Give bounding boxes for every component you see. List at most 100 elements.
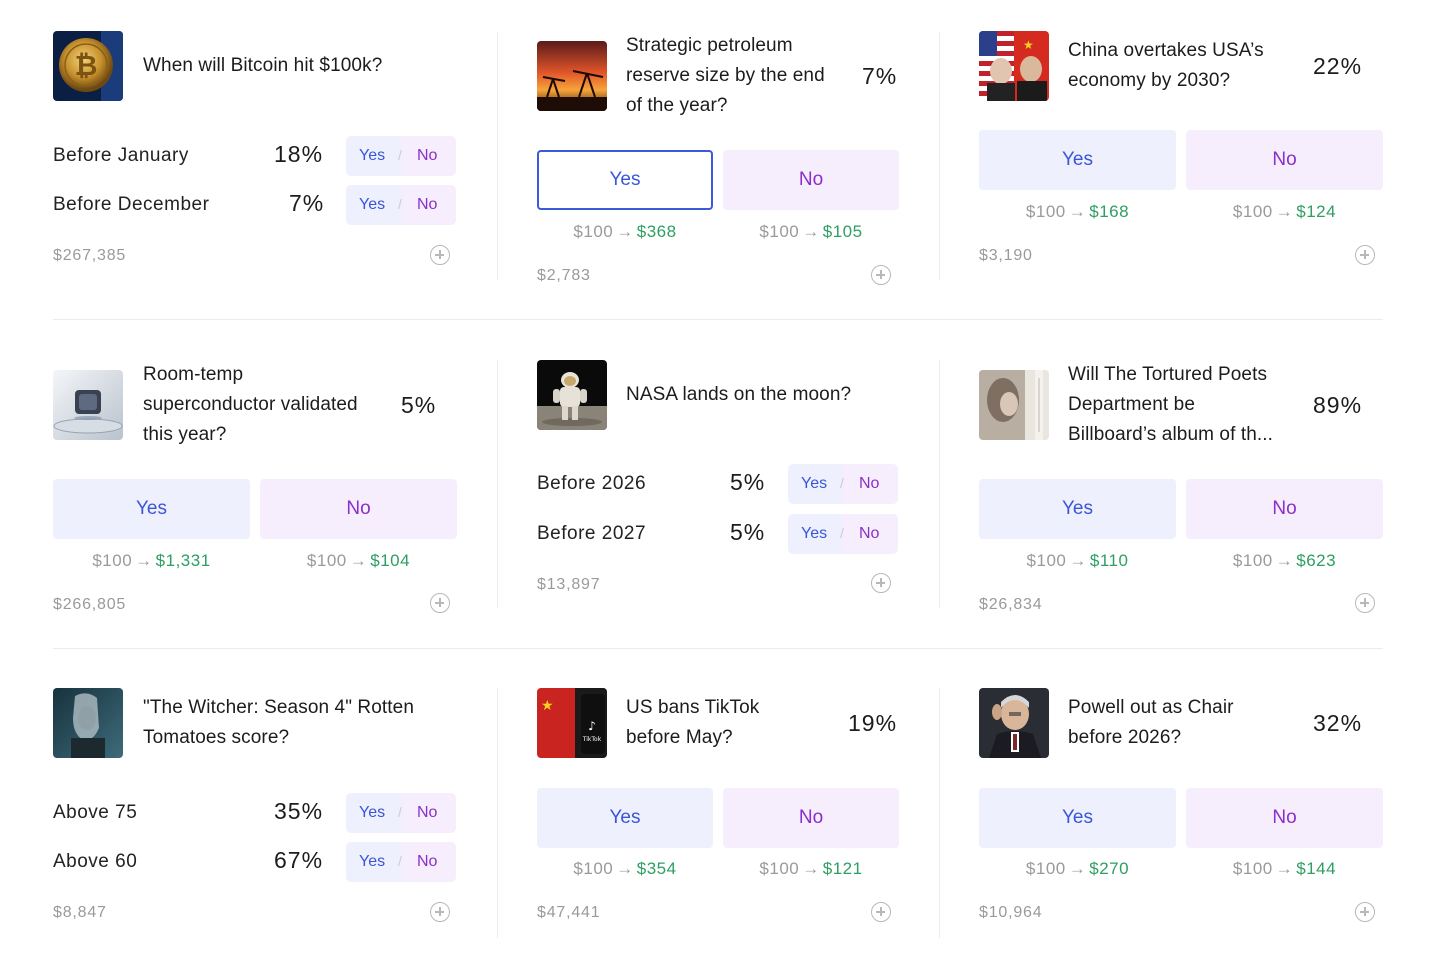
market-volume: $47,441 [537, 904, 601, 921]
buy-yes-button[interactable]: Yes [537, 788, 713, 848]
powell-thumbnail[interactable] [979, 688, 1049, 758]
yes-button[interactable]: Yes [359, 853, 386, 870]
svg-text:★: ★ [1023, 38, 1034, 52]
market-card-superconductor[interactable]: Room-temp superconductor validated this … [53, 360, 457, 620]
column-divider [497, 688, 498, 938]
column-divider [497, 32, 498, 280]
no-button[interactable]: No [417, 196, 438, 213]
market-volume: $3,190 [979, 247, 1033, 264]
market-card-china[interactable]: ★ China overtakes USA’s economy by 2030?… [979, 31, 1383, 281]
yes-no-toggle: Yes / No [346, 793, 456, 833]
market-title[interactable]: Powell out as Chair before 2026? [1068, 693, 1234, 753]
yes-no-toggle: Yes / No [346, 185, 456, 225]
buy-no-button[interactable]: No [1186, 130, 1383, 190]
market-card-tiktok[interactable]: ★ ♪ TikTok US bans TikTok before May? 19… [537, 688, 899, 938]
us-china-thumbnail[interactable]: ★ [979, 31, 1049, 101]
market-volume: $10,964 [979, 904, 1043, 921]
pill-divider: / [398, 147, 402, 163]
svg-text:♪: ♪ [588, 719, 596, 733]
title-line: reserve size by the end [626, 65, 825, 86]
market-title[interactable]: "The Witcher: Season 4" Rotten Tomatoes … [143, 693, 414, 753]
buy-no-button[interactable]: No [1186, 479, 1383, 539]
superconductor-thumbnail[interactable] [53, 370, 123, 440]
yes-no-toggle: Yes / No [788, 464, 898, 504]
payout-no: $100 → $144 [1232, 859, 1337, 878]
outcome-label: Before December [53, 194, 210, 215]
add-icon[interactable] [430, 902, 450, 922]
outcome-probability: 7% [289, 190, 325, 216]
market-title[interactable]: Will The Tortured Poets Department be Bi… [1068, 360, 1273, 450]
add-icon[interactable] [1355, 902, 1375, 922]
buy-no-button[interactable]: No [260, 479, 457, 539]
pill-divider: / [398, 804, 402, 820]
bitcoin-thumbnail[interactable]: ₿ [53, 31, 123, 101]
market-title[interactable]: China overtakes USA’s economy by 2030? [1068, 36, 1264, 96]
no-button[interactable]: No [859, 475, 880, 492]
add-icon[interactable] [430, 593, 450, 613]
buy-yes-button[interactable]: Yes [979, 130, 1176, 190]
market-title[interactable]: NASA lands on the moon? [626, 384, 852, 405]
oil-pump-thumbnail[interactable] [537, 41, 607, 111]
outcome-label: Before January [53, 145, 189, 166]
market-card-ttpd[interactable]: Will The Tortured Poets Department be Bi… [979, 360, 1383, 620]
no-button[interactable]: No [859, 525, 880, 542]
payout-yes: $100 → $270 [1025, 859, 1130, 878]
no-button[interactable]: No [417, 147, 438, 164]
market-title[interactable]: Room-temp superconductor validated this … [143, 360, 358, 450]
add-icon[interactable] [871, 265, 891, 285]
yes-button[interactable]: Yes [359, 147, 386, 164]
buy-yes-button[interactable]: Yes [979, 788, 1176, 848]
market-card-powell[interactable]: Powell out as Chair before 2026? 32% Yes… [979, 688, 1383, 938]
payout-no: $100 → $105 [759, 222, 863, 241]
market-probability: 7% [862, 63, 898, 89]
pill-divider: / [398, 853, 402, 869]
market-card-bitcoin[interactable]: ₿ When will Bitcoin hit $100k? Before Ja… [53, 31, 457, 281]
tiktok-thumbnail[interactable]: ★ ♪ TikTok [537, 688, 607, 758]
no-button[interactable]: No [417, 804, 438, 821]
market-probability: 32% [1313, 710, 1363, 736]
add-icon[interactable] [1355, 593, 1375, 613]
column-divider [497, 360, 498, 608]
title-line: of the year? [626, 95, 728, 116]
market-title[interactable]: US bans TikTok before May? [626, 693, 759, 753]
buy-yes-button[interactable]: Yes [979, 479, 1176, 539]
pill-divider: / [398, 196, 402, 212]
buy-no-button[interactable]: No [723, 788, 899, 848]
market-volume: $8,847 [53, 904, 107, 921]
add-icon[interactable] [871, 902, 891, 922]
add-icon[interactable] [1355, 245, 1375, 265]
yes-button[interactable]: Yes [359, 804, 386, 821]
market-card-nasa[interactable]: NASA lands on the moon? Before 2026 5% Y… [537, 360, 899, 610]
yes-button[interactable]: Yes [801, 475, 828, 492]
buy-no-button[interactable]: No [1186, 788, 1383, 848]
market-title[interactable]: Strategic petroleum reserve size by the … [626, 31, 825, 121]
title-line: Room-temp [143, 364, 244, 385]
market-title[interactable]: When will Bitcoin hit $100k? [143, 55, 383, 76]
outcome-probability: 67% [274, 847, 324, 873]
buy-yes-button[interactable]: Yes [53, 479, 250, 539]
title-line: before May? [626, 727, 733, 748]
payout-yes: $100 → $354 [573, 859, 677, 878]
buy-no-button[interactable]: No [723, 150, 899, 210]
add-icon[interactable] [430, 245, 450, 265]
title-line: "The Witcher: Season 4" Rotten [143, 697, 415, 718]
astronaut-thumbnail[interactable] [537, 360, 607, 430]
market-card-spr[interactable]: Strategic petroleum reserve size by the … [537, 31, 899, 291]
market-probability: 22% [1313, 53, 1363, 79]
yes-button[interactable]: Yes [801, 525, 828, 542]
album-thumbnail[interactable] [979, 370, 1049, 440]
payout-yes: $100 → $168 [1025, 202, 1130, 221]
outcome-row: Above 75 35% Yes / No [53, 793, 457, 833]
yes-button[interactable]: Yes [359, 196, 386, 213]
market-probability: 19% [848, 710, 898, 736]
no-button[interactable]: No [417, 853, 438, 870]
outcome-label: Before 2026 [537, 473, 647, 494]
market-card-witcher[interactable]: "The Witcher: Season 4" Rotten Tomatoes … [53, 688, 457, 938]
payout-no: $100 → $623 [1232, 551, 1337, 570]
payout-no: $100 → $124 [1232, 202, 1337, 221]
buy-yes-button[interactable]: Yes [537, 150, 713, 210]
outcome-label: Above 60 [53, 851, 138, 872]
add-icon[interactable] [871, 573, 891, 593]
witcher-thumbnail[interactable] [53, 688, 123, 758]
outcome-label: Before 2027 [537, 523, 647, 544]
